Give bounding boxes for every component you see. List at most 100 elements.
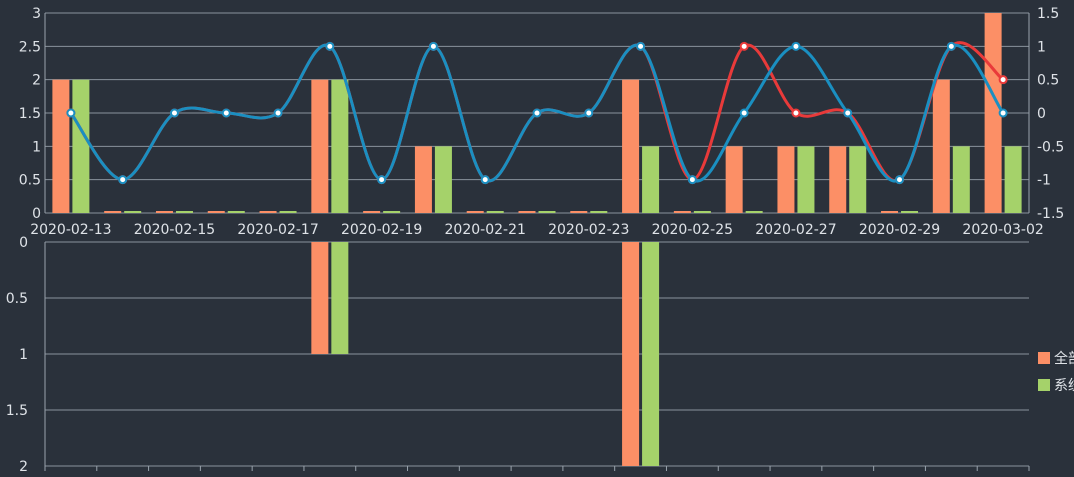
marker-blue [584, 108, 594, 118]
marker-blue [895, 175, 905, 185]
bar-system [434, 146, 452, 213]
marker-blue [377, 175, 387, 185]
top-y2-tick-label: 0 [1037, 106, 1046, 122]
bar-all [259, 211, 277, 213]
marker-blue [687, 175, 697, 185]
x-tick-label: 2020-02-29 [859, 222, 940, 238]
bar-all [725, 146, 743, 213]
bar-all [777, 146, 795, 213]
x-tick-label: 2020-02-13 [30, 222, 111, 238]
marker-blue [791, 41, 801, 51]
bar-all [881, 211, 899, 213]
axis-labels: 0 0.5 1 1.5 2 2.5 3 -1.5 -1 -0.5 0 0.5 1 1.5 2020-02-1… [6, 6, 1065, 475]
bar-system [279, 211, 297, 213]
marker-blue [273, 108, 283, 118]
marker-blue [428, 41, 438, 51]
marker-blue [636, 41, 646, 51]
x-tick-label: 2020-02-21 [445, 222, 526, 238]
bottom-bar-system [642, 242, 660, 466]
bottom-bar-system [331, 242, 349, 354]
marker-blue [66, 108, 76, 118]
bar-system [227, 211, 245, 213]
marker-blue [169, 108, 179, 118]
bar-system [849, 146, 867, 213]
x-tick-label: 2020-03-02 [962, 222, 1043, 238]
x-tick-label: 2020-02-27 [755, 222, 836, 238]
bar-system [486, 211, 504, 213]
bar-system [1004, 146, 1022, 213]
bar-system [331, 79, 349, 214]
bottom-bar-all [622, 242, 640, 466]
x-tick-label: 2020-02-23 [548, 222, 629, 238]
top-y-tick-label: 1.5 [19, 106, 41, 122]
legend[interactable]: 全部系统 [1038, 350, 1074, 394]
bar-system [797, 146, 815, 213]
bar-system [590, 211, 608, 213]
bottom-bar-all [311, 242, 329, 354]
bar-all [622, 79, 640, 214]
bar-system [72, 79, 90, 214]
bar-all [207, 211, 225, 213]
top-y2-tick-label: 1.5 [1037, 6, 1059, 22]
bar-all [932, 79, 950, 214]
marker-blue [739, 108, 749, 118]
x-tick-label: 2020-02-25 [652, 222, 733, 238]
marker-blue [998, 108, 1008, 118]
x-tick-label: 2020-02-19 [341, 222, 422, 238]
marker-blue [480, 175, 490, 185]
bottom-y-tick-label: 1 [19, 347, 28, 363]
top-y2-tick-label: 0.5 [1037, 73, 1059, 89]
top-y-tick-label: 2.5 [19, 39, 41, 55]
top-y2-tick-label: 1 [1037, 39, 1046, 55]
bar-system [901, 211, 919, 213]
bottom-y-tick-label: 0.5 [6, 291, 28, 307]
bottom-y-tick-label: 0 [19, 235, 28, 251]
x-tick-label: 2020-02-15 [134, 222, 215, 238]
marker-blue [532, 108, 542, 118]
bar-all [104, 211, 122, 213]
top-y-tick-label: 1 [32, 139, 41, 155]
bottom-bars [311, 242, 660, 466]
marker-red [998, 75, 1008, 85]
top-grid [44, 12, 1030, 214]
marker-blue [221, 108, 231, 118]
x-tick-label: 2020-02-17 [237, 222, 318, 238]
bar-system [642, 146, 660, 213]
bar-all [518, 211, 536, 213]
top-y2-tick-label: -1 [1037, 173, 1051, 189]
bar-all [829, 146, 847, 213]
bar-all [570, 211, 588, 213]
bar-system [124, 211, 142, 213]
legend-label[interactable]: 全部 [1054, 350, 1074, 367]
marker-red [791, 108, 801, 118]
top-y-tick-label: 0.5 [19, 173, 41, 189]
marker-blue [118, 175, 128, 185]
bar-all [414, 146, 432, 213]
marker-blue [325, 41, 335, 51]
bottom-grid [44, 241, 1030, 471]
bar-all [673, 211, 691, 213]
bar-all [466, 211, 484, 213]
bottom-y-tick-label: 1.5 [6, 403, 28, 419]
bar-system [952, 146, 970, 213]
legend-swatch[interactable] [1038, 379, 1050, 391]
bar-system [745, 211, 763, 213]
top-y-tick-label: 0 [32, 206, 41, 222]
top-y2-tick-label: -0.5 [1037, 139, 1064, 155]
top-y-tick-label: 2 [32, 73, 41, 89]
top-y2-tick-label: -1.5 [1037, 206, 1064, 222]
bar-system [693, 211, 711, 213]
top-lines [66, 41, 1008, 185]
legend-label[interactable]: 系统 [1054, 378, 1074, 394]
bar-system [383, 211, 401, 213]
marker-red [739, 41, 749, 51]
bar-all [311, 79, 329, 214]
bar-system [175, 211, 193, 213]
bar-all [155, 211, 173, 213]
marker-blue [843, 108, 853, 118]
legend-swatch[interactable] [1038, 352, 1050, 364]
bar-all [52, 79, 70, 214]
marker-blue [946, 41, 956, 51]
